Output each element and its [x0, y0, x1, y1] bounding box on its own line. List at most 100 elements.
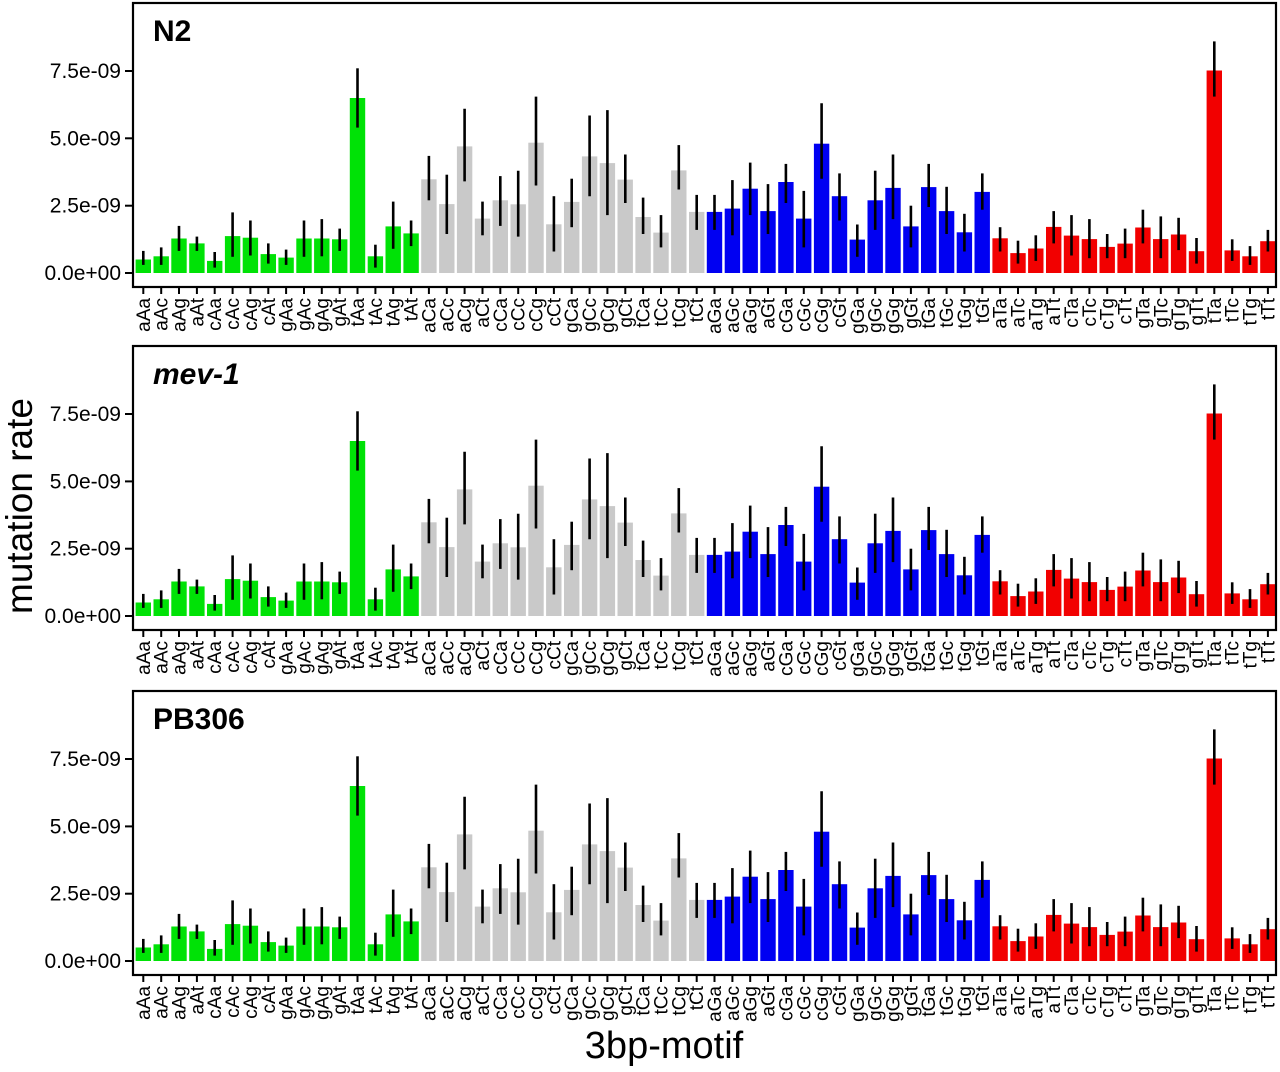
- x-tick-label: aCa: [419, 641, 440, 676]
- x-tick-label: gAc: [295, 298, 316, 331]
- x-tick-label: cTt: [1116, 985, 1137, 1012]
- x-tick-label: tTg: [1241, 986, 1262, 1013]
- bar-tGa: [921, 530, 937, 616]
- x-tick-label: tTt: [1258, 985, 1279, 1008]
- x-tick-label: gTc: [1151, 298, 1172, 328]
- x-tick-label: cAt: [259, 297, 280, 325]
- x-tick-label: tAa: [348, 641, 369, 670]
- x-tick-label: aCc: [437, 298, 458, 332]
- bar-tAg: [385, 226, 401, 273]
- bar-tCt: [689, 211, 705, 273]
- x-tick-label: cGa: [776, 641, 797, 676]
- bar-aGg: [742, 188, 758, 273]
- bar-gCg: [599, 851, 616, 961]
- x-tick-label: aAg: [170, 298, 191, 332]
- panel-border: [131, 689, 1278, 977]
- x-tick-label: aTc: [1009, 298, 1030, 328]
- x-tick-label: gAt: [330, 985, 351, 1014]
- y-tick-label: 7.5e-09: [50, 60, 121, 83]
- bar-gAa: [278, 945, 294, 961]
- bar-gGt: [903, 569, 919, 616]
- bar-gCg: [599, 506, 616, 616]
- bar-cCa: [492, 888, 508, 961]
- x-tick-label: gCc: [580, 986, 601, 1020]
- bar-aCg: [456, 489, 473, 616]
- bar-aCa: [421, 522, 437, 616]
- bar-gGc: [867, 888, 883, 961]
- x-tick-label: cCc: [509, 986, 530, 1019]
- x-tick-label: tAt: [402, 985, 423, 1009]
- bar-tCg: [671, 170, 687, 273]
- x-tick-label: cTg: [1098, 986, 1119, 1018]
- bar-cGg: [813, 831, 830, 961]
- x-tick-label: aTg: [1026, 986, 1047, 1019]
- panel-label-mev-1: mev-1: [153, 358, 240, 391]
- x-tick-label: cGt: [830, 640, 851, 670]
- x-tick-label: cCt: [544, 640, 565, 669]
- x-tick-label: gTg: [1169, 298, 1190, 331]
- panel-border: [131, 1, 1278, 289]
- x-tick-label: cAa: [205, 298, 226, 331]
- x-tick-label: cAc: [223, 298, 244, 330]
- bar-aGt: [760, 211, 776, 273]
- x-tick-label: aTt: [1044, 985, 1065, 1013]
- bar-aAa: [135, 602, 151, 616]
- panel-border: [131, 344, 1278, 632]
- bar-tTc: [1224, 938, 1240, 961]
- bar-aCt: [474, 561, 491, 616]
- bar-gCa: [564, 889, 580, 961]
- x-tick-label: cTc: [1080, 641, 1101, 670]
- bar-tCg: [671, 513, 687, 616]
- bar-tCt: [689, 554, 705, 616]
- bar-aGg: [742, 876, 758, 961]
- x-tick-label: cAg: [241, 298, 262, 331]
- x-tick-label: aGa: [705, 986, 726, 1022]
- x-tick-label: aTg: [1026, 298, 1047, 331]
- x-tick-label: aGa: [705, 298, 726, 334]
- bar-aAa: [135, 259, 151, 273]
- bar-cCa: [492, 200, 508, 273]
- x-tick-label: cTc: [1080, 986, 1101, 1015]
- bar-aCt: [474, 218, 491, 273]
- x-tick-label: tTg: [1241, 298, 1262, 325]
- bar-gGc: [867, 200, 883, 273]
- bar-cGt: [831, 196, 848, 273]
- x-tick-label: gTg: [1169, 641, 1190, 674]
- bar-cGa: [778, 525, 794, 616]
- bar-aTt: [1046, 569, 1062, 616]
- x-tick-label: cCc: [509, 298, 530, 331]
- x-tick-label: gTc: [1151, 641, 1172, 671]
- y-tick-label: 2.5e-09: [50, 538, 121, 561]
- bar-gGt: [903, 914, 919, 961]
- bar-tGt: [974, 879, 990, 961]
- x-tick-label: aGg: [741, 641, 762, 677]
- panel-mev-1: aAaaAcaAgaAtcAacAccAgcAtgAagAcgAggAttAat…: [45, 344, 1279, 677]
- bar-gCa: [564, 201, 580, 273]
- x-tick-label: tAt: [402, 640, 423, 664]
- bar-cCg: [528, 142, 544, 273]
- x-tick-label: gCg: [598, 986, 619, 1021]
- bar-tCt: [689, 899, 705, 961]
- bar-gAt: [332, 582, 348, 616]
- x-tick-label: gCa: [562, 986, 583, 1021]
- y-tick-label: 5.0e-09: [50, 127, 121, 150]
- x-tick-label: cGc: [794, 986, 815, 1020]
- panel-PB306: aAaaAcaAgaAtcAacAccAgcAtgAagAcgAggAttAat…: [45, 689, 1279, 1022]
- x-tick-label: cGc: [794, 298, 815, 332]
- bar-tGa: [921, 875, 937, 961]
- x-tick-label: gGc: [866, 986, 887, 1021]
- bar-gTa: [1135, 915, 1151, 961]
- bar-tAt: [403, 576, 419, 616]
- x-tick-label: cAa: [205, 641, 226, 674]
- bar-aCg: [456, 146, 473, 273]
- bar-aAg: [171, 238, 187, 273]
- x-tick-label: cTa: [1062, 986, 1083, 1016]
- x-tick-label: aGt: [759, 297, 780, 328]
- bar-tAa: [349, 441, 366, 616]
- x-tick-label: aGc: [723, 986, 744, 1021]
- x-tick-label: cGt: [830, 297, 851, 327]
- x-tick-label: tCt: [687, 640, 708, 665]
- bar-tGc: [938, 899, 955, 961]
- x-tick-label: cAt: [259, 985, 280, 1013]
